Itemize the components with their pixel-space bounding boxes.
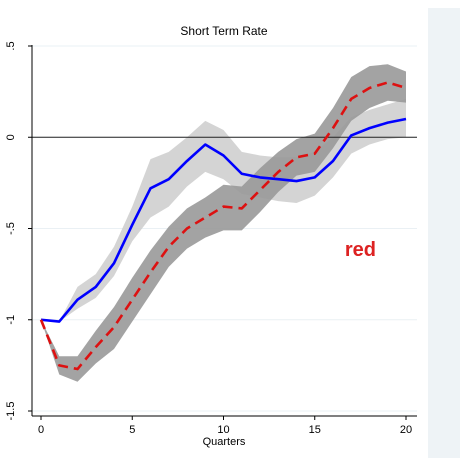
x-axis-label: Quarters xyxy=(203,436,246,448)
chart-title: Short Term Rate xyxy=(180,24,267,38)
y-tick-label-3: 0 xyxy=(5,134,17,140)
y-tick-label-4: .5 xyxy=(5,41,17,50)
y-tick-label-2: -.5 xyxy=(5,222,17,235)
x-tick-label-3: 15 xyxy=(309,424,321,436)
band-series-1 xyxy=(41,64,406,382)
series-lines xyxy=(39,81,407,371)
y-axis-ticks: -1.5 -1 -.5 0 .5 xyxy=(5,41,32,420)
x-axis-ticks: 0 5 10 15 20 xyxy=(38,416,412,436)
x-tick-label-0: 0 xyxy=(38,424,44,436)
series-line-0 xyxy=(40,117,407,323)
annotation-0: red xyxy=(345,239,376,261)
y-tick-label-0: -1.5 xyxy=(5,402,17,421)
right-panel-shade xyxy=(428,8,460,458)
x-tick-label-4: 20 xyxy=(400,424,412,436)
series-line-1 xyxy=(39,81,407,371)
x-tick-label-1: 5 xyxy=(129,424,135,436)
axes xyxy=(31,45,417,417)
y-tick-label-1: -1 xyxy=(5,315,17,325)
annotations: red xyxy=(345,239,376,261)
x-tick-label-2: 10 xyxy=(217,424,229,436)
